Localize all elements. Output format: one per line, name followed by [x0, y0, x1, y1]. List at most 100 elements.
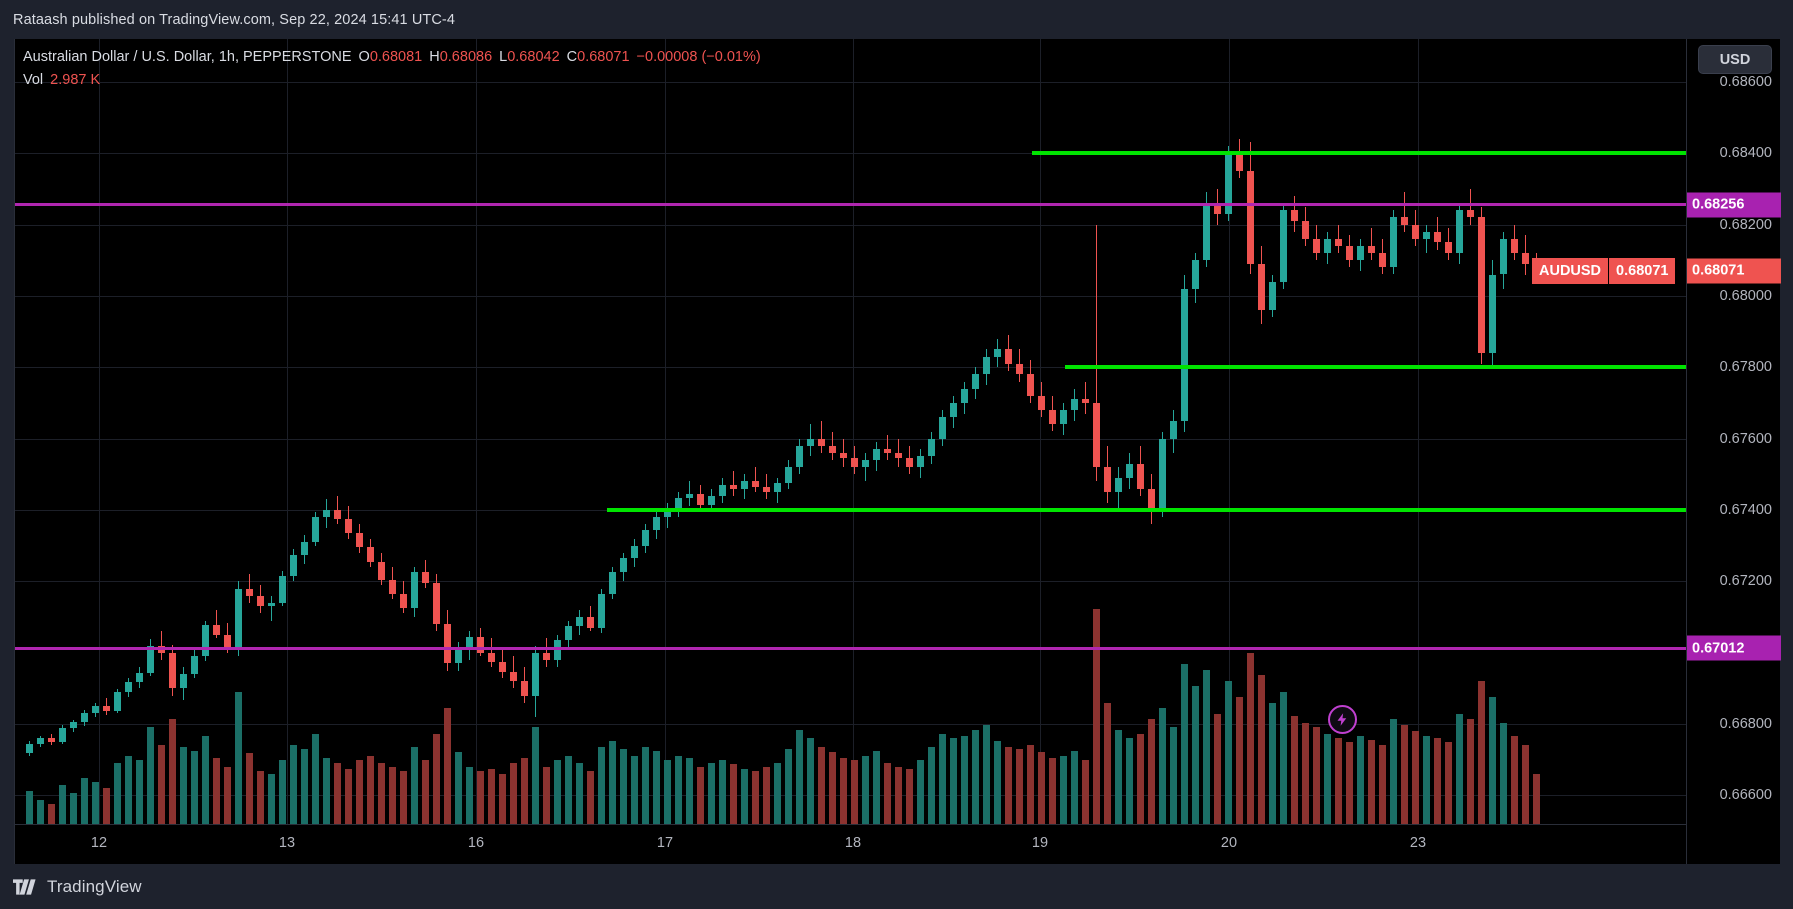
volume-bar — [895, 766, 902, 824]
legend-close-value: 0.68071 — [577, 49, 630, 65]
grid-line-vertical — [1229, 39, 1230, 824]
volume-bar — [1016, 749, 1023, 824]
volume-bar — [1412, 731, 1419, 824]
support-line-green[interactable] — [1065, 365, 1686, 370]
candle-body — [1324, 238, 1331, 254]
candle-body — [554, 640, 561, 660]
volume-bar — [466, 766, 473, 824]
volume-bar — [532, 726, 539, 824]
candle-body — [884, 449, 891, 453]
volume-bar — [1313, 726, 1320, 824]
candle-body — [279, 576, 286, 603]
volume-bar — [136, 760, 143, 824]
candle-body — [290, 554, 297, 576]
volume-bar — [763, 766, 770, 824]
grid-line-vertical — [853, 39, 854, 824]
candle-body — [851, 458, 858, 468]
volume-bar — [1126, 738, 1133, 824]
volume-bar — [499, 774, 506, 824]
candle-body — [1511, 238, 1518, 254]
volume-bar — [1511, 735, 1518, 824]
volume-bar — [81, 777, 88, 824]
candle-body — [1027, 374, 1034, 396]
candle-body — [1280, 210, 1287, 282]
candle-body — [1236, 153, 1243, 171]
level-line-magenta[interactable] — [15, 203, 1686, 207]
support-line-green[interactable] — [1032, 151, 1686, 156]
price-axis-tick: 0.68200 — [1719, 216, 1772, 233]
candle-body — [807, 438, 814, 446]
currency-badge[interactable]: USD — [1698, 45, 1772, 74]
candle-wick — [1096, 224, 1097, 482]
price-axis-badge[interactable]: 0.68071 — [1687, 258, 1781, 284]
time-axis-tick: 19 — [1031, 835, 1049, 851]
candle-body — [202, 624, 209, 657]
volume-bar — [1159, 708, 1166, 824]
candle-body — [1423, 231, 1430, 239]
lightning-icon[interactable] — [1328, 705, 1357, 734]
candle-wick — [865, 452, 866, 482]
legend-low-label: L — [499, 49, 508, 65]
candle-body — [169, 652, 176, 689]
candle-body — [1357, 245, 1364, 261]
price-axis-badge[interactable]: 0.67012 — [1687, 635, 1781, 661]
candle-body — [653, 517, 660, 530]
candle-body — [125, 681, 132, 692]
volume-bar — [378, 763, 385, 824]
candle-body — [917, 456, 924, 468]
candle-body — [70, 721, 77, 728]
time-axis[interactable]: 12 13 16 17 18 19 20 23 — [15, 824, 1686, 864]
published-header-bar: Rataash published on TradingView.com, Se… — [0, 0, 1793, 39]
volume-bar — [521, 757, 528, 824]
candle-body — [1489, 274, 1496, 353]
volume-bar — [1423, 735, 1430, 824]
volume-bar — [202, 735, 209, 824]
volume-bar — [158, 744, 165, 824]
candle-body — [1181, 288, 1188, 421]
candle-body — [1346, 245, 1353, 261]
price-pane[interactable] — [15, 39, 1686, 824]
candle-wick — [1338, 224, 1339, 254]
grid-line-vertical — [1418, 39, 1419, 824]
candle-body — [1412, 224, 1419, 239]
candle-body — [1104, 467, 1111, 493]
support-line-green[interactable] — [607, 508, 1686, 512]
candle-body — [268, 602, 275, 607]
candle-wick — [337, 495, 338, 525]
candle-body — [1225, 153, 1232, 214]
volume-bar — [59, 785, 66, 824]
price-axis[interactable]: USD 0.68600 0.68400 0.68200 0.68000 0.67800 0… — [1686, 39, 1781, 864]
volume-bar — [235, 691, 242, 824]
candle-body — [983, 356, 990, 375]
volume-bar — [147, 726, 154, 824]
volume-bar — [829, 752, 836, 824]
price-axis-tick: 0.67200 — [1719, 573, 1772, 590]
level-line-magenta[interactable] — [15, 646, 1686, 650]
candle-body — [1269, 281, 1276, 311]
price-axis-badge[interactable]: 0.68256 — [1687, 192, 1781, 218]
candle-wick — [249, 574, 250, 603]
volume-bar — [345, 768, 352, 824]
candle-body — [334, 510, 341, 519]
candle-body — [796, 445, 803, 468]
volume-bar — [1082, 760, 1089, 824]
volume-bar — [1302, 722, 1309, 824]
candle-body — [631, 545, 638, 559]
price-axis-tick: 0.67400 — [1719, 502, 1772, 518]
candle-body — [312, 517, 319, 543]
volume-bar — [279, 760, 286, 824]
candle-wick — [216, 609, 217, 639]
volume-bar — [1324, 733, 1331, 824]
candle-body — [1038, 395, 1045, 411]
volume-bar — [719, 760, 726, 824]
grid-line-horizontal — [15, 795, 1686, 797]
volume-bar — [1115, 730, 1122, 824]
volume-bar — [851, 760, 858, 824]
candle-body — [543, 652, 550, 660]
candle-body — [92, 706, 99, 713]
volume-bar — [1060, 755, 1067, 824]
volume-bar — [246, 753, 253, 824]
legend-open-value: 0.68081 — [369, 49, 423, 65]
candle-body — [235, 588, 242, 650]
candle-body — [444, 624, 451, 664]
